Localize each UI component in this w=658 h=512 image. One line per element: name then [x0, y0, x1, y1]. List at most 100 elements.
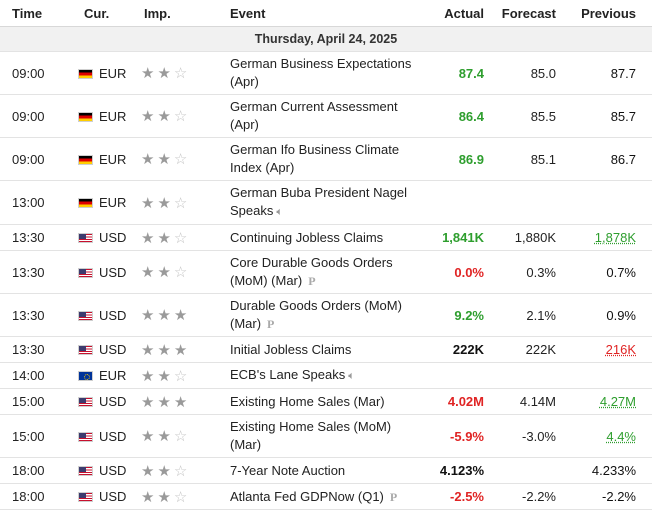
- germany-flag-icon: [78, 198, 93, 208]
- event-title[interactable]: German Buba President Nagel Speaks 🔈︎: [230, 180, 416, 225]
- event-row[interactable]: 18:00 USD ★★☆ Atlanta Fed GDPNow (Q1) P -…: [0, 483, 652, 510]
- column-header-event[interactable]: Event: [230, 0, 416, 27]
- event-title[interactable]: Durable Goods Orders (MoM) (Mar) P: [230, 293, 416, 337]
- event-row[interactable]: 15:00 USD ★★★ Existing Home Sales (Mar) …: [0, 388, 652, 415]
- importance-stars: ★★☆: [140, 414, 230, 458]
- star-empty-icon: ☆: [173, 151, 191, 168]
- column-header-importance[interactable]: Imp.: [140, 0, 230, 27]
- event-row[interactable]: 18:00 USD ★★☆ 7-Year Note Auction 4.123%…: [0, 457, 652, 484]
- star-filled-icon: ★: [157, 229, 174, 247]
- currency-code: USD: [99, 264, 127, 280]
- event-title-line1: Durable Goods Orders (MoM): [230, 298, 402, 313]
- event-title[interactable]: German Business Expectations (Apr): [230, 51, 416, 95]
- event-row[interactable]: 09:00 EUR ★★☆ German Ifo Business Climat…: [0, 137, 652, 181]
- currency-code: USD: [99, 394, 127, 409]
- event-row[interactable]: 15:00 USD ★★☆ Existing Home Sales (MoM)(…: [0, 414, 652, 458]
- event-title-line1: Atlanta Fed GDPNow (Q1): [230, 488, 384, 504]
- actual-value: 4.123%: [416, 457, 496, 484]
- event-time: 13:30: [0, 293, 76, 337]
- actual-value: 87.4: [416, 51, 496, 95]
- importance-stars: ★★★: [140, 336, 230, 363]
- event-row[interactable]: 14:00 EUR ★★☆ ECB's Lane Speaks 🔈︎: [0, 362, 652, 389]
- event-row[interactable]: 13:30 USD ★★☆ Core Durable Goods Orders(…: [0, 250, 652, 294]
- star-filled-icon: ★: [173, 393, 191, 411]
- importance-stars: ★★☆: [140, 51, 230, 95]
- forecast-value: 222K: [496, 336, 570, 363]
- star-filled-icon: ★: [173, 341, 191, 359]
- event-title-line1: Initial Jobless Claims: [230, 341, 352, 357]
- column-header-forecast[interactable]: Forecast: [496, 0, 570, 27]
- event-title[interactable]: Core Durable Goods Orders (MoM) (Mar) P: [230, 250, 416, 294]
- previous-value: 1,878K: [570, 224, 652, 251]
- event-title[interactable]: 7-Year Note Auction: [230, 457, 416, 484]
- forecast-value: [496, 180, 570, 225]
- preliminary-release-icon[interactable]: P: [308, 274, 316, 288]
- previous-value-text: 4.27M: [599, 394, 636, 409]
- event-time: 09:00: [0, 137, 76, 181]
- us-flag-icon: [78, 397, 93, 407]
- previous-value: 216K: [570, 336, 652, 363]
- speaker-icon[interactable]: 🔈︎: [348, 370, 355, 382]
- importance-stars: ★★☆: [140, 224, 230, 251]
- currency-cell: USD: [76, 414, 140, 458]
- star-filled-icon: ★: [173, 307, 191, 324]
- event-title-line1: Existing Home Sales (MoM): [230, 419, 392, 434]
- us-flag-icon: [78, 310, 93, 321]
- column-header-time[interactable]: Time: [0, 0, 76, 27]
- importance-stars: ★★☆: [140, 362, 230, 389]
- previous-value: 86.7: [570, 137, 652, 181]
- star-filled-icon: ★: [157, 194, 174, 212]
- column-header-currency[interactable]: Cur.: [76, 0, 140, 27]
- previous-value-text: 0.7%: [606, 264, 636, 280]
- currency-code: EUR: [99, 195, 127, 210]
- previous-value: 4.233%: [570, 457, 652, 484]
- event-row[interactable]: 13:00 EUR ★★☆ German Buba President Nage…: [0, 180, 652, 225]
- event-time: 18:00: [0, 457, 76, 484]
- currency-code: USD: [99, 230, 127, 245]
- event-title[interactable]: Initial Jobless Claims: [230, 336, 416, 363]
- speaker-icon[interactable]: 🔈︎: [276, 206, 283, 218]
- event-title[interactable]: Atlanta Fed GDPNow (Q1) P: [230, 483, 416, 510]
- event-title[interactable]: Continuing Jobless Claims: [230, 224, 416, 251]
- star-filled-icon: ★: [157, 341, 174, 359]
- previous-value: 87.7: [570, 51, 652, 95]
- currency-cell: USD: [76, 293, 140, 337]
- forecast-value: -2.2%: [496, 483, 570, 510]
- event-title-line2: (MoM) (Mar): [230, 273, 303, 288]
- event-title[interactable]: Existing Home Sales (Mar): [230, 388, 416, 415]
- star-empty-icon: ☆: [173, 488, 191, 506]
- event-row[interactable]: 13:30 USD ★★☆ Continuing Jobless Claims …: [0, 224, 652, 251]
- event-row[interactable]: 09:00 EUR ★★☆ German Current Assessment(…: [0, 94, 652, 138]
- preliminary-release-icon[interactable]: P: [267, 317, 275, 331]
- previous-value: 4.27M: [570, 388, 652, 415]
- previous-value-text: 87.7: [610, 65, 636, 81]
- event-title[interactable]: German Current Assessment (Apr): [230, 94, 416, 138]
- event-title[interactable]: ECB's Lane Speaks 🔈︎: [230, 362, 416, 389]
- event-row[interactable]: 13:30 USD ★★★ Initial Jobless Claims 222…: [0, 336, 652, 363]
- actual-value: 9.2%: [416, 293, 496, 337]
- event-time: 15:00: [0, 414, 76, 458]
- event-time: 13:30: [0, 224, 76, 251]
- event-time: 13:30: [0, 336, 76, 363]
- star-empty-icon: ☆: [173, 462, 191, 480]
- us-flag-icon: [78, 492, 93, 502]
- column-header-actual[interactable]: Actual: [416, 0, 496, 27]
- previous-value: [570, 362, 652, 389]
- event-title[interactable]: German Ifo Business Climate Index (Apr): [230, 137, 416, 181]
- preliminary-release-icon[interactable]: P: [389, 489, 398, 504]
- column-header-previous[interactable]: Previous: [570, 0, 652, 27]
- star-filled-icon: ★: [157, 307, 174, 324]
- eu-flag-icon: [78, 371, 93, 381]
- previous-value-text: 4.233%: [591, 463, 636, 478]
- currency-cell: USD: [76, 250, 140, 294]
- star-filled-icon: ★: [141, 307, 158, 324]
- event-row[interactable]: 13:30 USD ★★★ Durable Goods Orders (MoM)…: [0, 293, 652, 337]
- previous-value-text: 1,878K: [594, 230, 636, 245]
- event-row[interactable]: 09:00 EUR ★★☆ German Business Expectatio…: [0, 51, 652, 95]
- event-time: 18:00: [0, 483, 76, 510]
- event-title-line1: German Ifo Business Climate: [230, 142, 400, 157]
- event-title[interactable]: Existing Home Sales (MoM) (Mar): [230, 414, 416, 458]
- star-filled-icon: ★: [141, 151, 158, 168]
- table-header-row: Time Cur. Imp. Event Actual Forecast Pre…: [0, 0, 652, 27]
